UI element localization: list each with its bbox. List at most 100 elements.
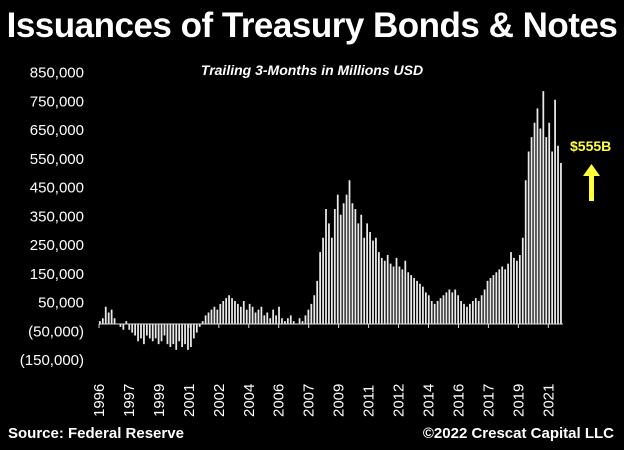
bar (160, 324, 163, 342)
bar (445, 292, 448, 324)
bar (245, 309, 248, 324)
copyright-label: ©2022 Crescat Capital LLC (422, 425, 614, 442)
x-tick-label: 2016 (450, 384, 467, 417)
bar (457, 295, 460, 324)
bar (260, 306, 263, 324)
bar (304, 315, 307, 324)
bar (207, 312, 210, 324)
bar (463, 303, 465, 324)
bar (195, 324, 198, 333)
bar (225, 298, 228, 324)
y-tick-label: (50,000) (28, 323, 84, 340)
bar (398, 266, 401, 324)
bar (413, 278, 415, 324)
bar (190, 324, 192, 347)
y-tick-label: 250,000 (30, 237, 84, 254)
source-label: Source: Federal Reserve (8, 425, 184, 442)
bar (331, 237, 333, 324)
bar (392, 266, 395, 324)
x-tick-label: 1997 (121, 384, 138, 417)
bar (363, 237, 366, 324)
bar (328, 223, 330, 324)
bar (163, 324, 166, 336)
bar (192, 324, 195, 339)
bar (266, 312, 269, 324)
bar (210, 309, 213, 324)
bar (254, 312, 257, 324)
bar (157, 324, 160, 345)
bar (148, 324, 151, 339)
bar (281, 318, 283, 324)
x-tick-label: 2006 (271, 384, 288, 417)
bar (231, 298, 233, 324)
x-tick-label: 1999 (151, 384, 168, 417)
latest-value-annotation: $555B (570, 138, 612, 154)
bar (201, 321, 204, 324)
bar (466, 306, 468, 324)
bar (154, 324, 157, 339)
bar (448, 289, 451, 324)
bar (395, 257, 398, 324)
bar (310, 303, 313, 324)
bar (219, 303, 222, 324)
bar (286, 318, 289, 324)
bar (539, 128, 542, 324)
bar (366, 223, 369, 324)
bar (278, 306, 280, 324)
up-arrow-icon (583, 164, 600, 201)
bar (110, 309, 113, 324)
bar (342, 203, 345, 324)
bar (401, 269, 404, 324)
bar (172, 324, 175, 345)
bar (122, 324, 125, 330)
bar (125, 321, 128, 324)
bar (521, 237, 524, 324)
x-tick-label: 2002 (211, 384, 228, 417)
bar (471, 301, 474, 324)
bar (548, 122, 551, 324)
bar (536, 108, 539, 324)
bar (228, 295, 230, 324)
x-tick-label: 2021 (540, 384, 557, 417)
bar (416, 280, 418, 324)
bar (145, 324, 148, 336)
bar (213, 306, 216, 324)
bar (307, 309, 310, 324)
bar (410, 275, 413, 324)
bar (439, 298, 442, 324)
bar (560, 163, 562, 324)
bar (386, 255, 389, 324)
bar (292, 321, 295, 324)
bar (477, 301, 480, 324)
bar (284, 321, 286, 324)
x-tick-label: 2009 (331, 384, 348, 417)
bar (184, 324, 186, 345)
bar (319, 252, 322, 324)
x-tick-label: 2017 (480, 384, 497, 417)
chart-subtitle: Trailing 3-Months in Millions USD (200, 62, 424, 78)
bar (451, 292, 454, 324)
bar (483, 289, 486, 324)
bar (104, 306, 107, 324)
bar (489, 278, 492, 324)
bar (242, 301, 245, 324)
bars (99, 91, 562, 350)
bar (275, 315, 277, 324)
bar (354, 209, 357, 324)
y-tick-label: 650,000 (30, 122, 84, 139)
bar (151, 324, 154, 342)
bar (345, 194, 348, 324)
bar (407, 272, 410, 324)
x-tick-label: 2004 (241, 384, 258, 417)
bar (333, 209, 336, 324)
bar (504, 269, 507, 324)
bar (175, 324, 178, 350)
bar (501, 266, 504, 324)
bar (339, 214, 342, 324)
bar (99, 321, 101, 324)
bar (101, 318, 104, 324)
bar (178, 324, 181, 342)
bar (131, 324, 134, 333)
bar (486, 280, 489, 324)
